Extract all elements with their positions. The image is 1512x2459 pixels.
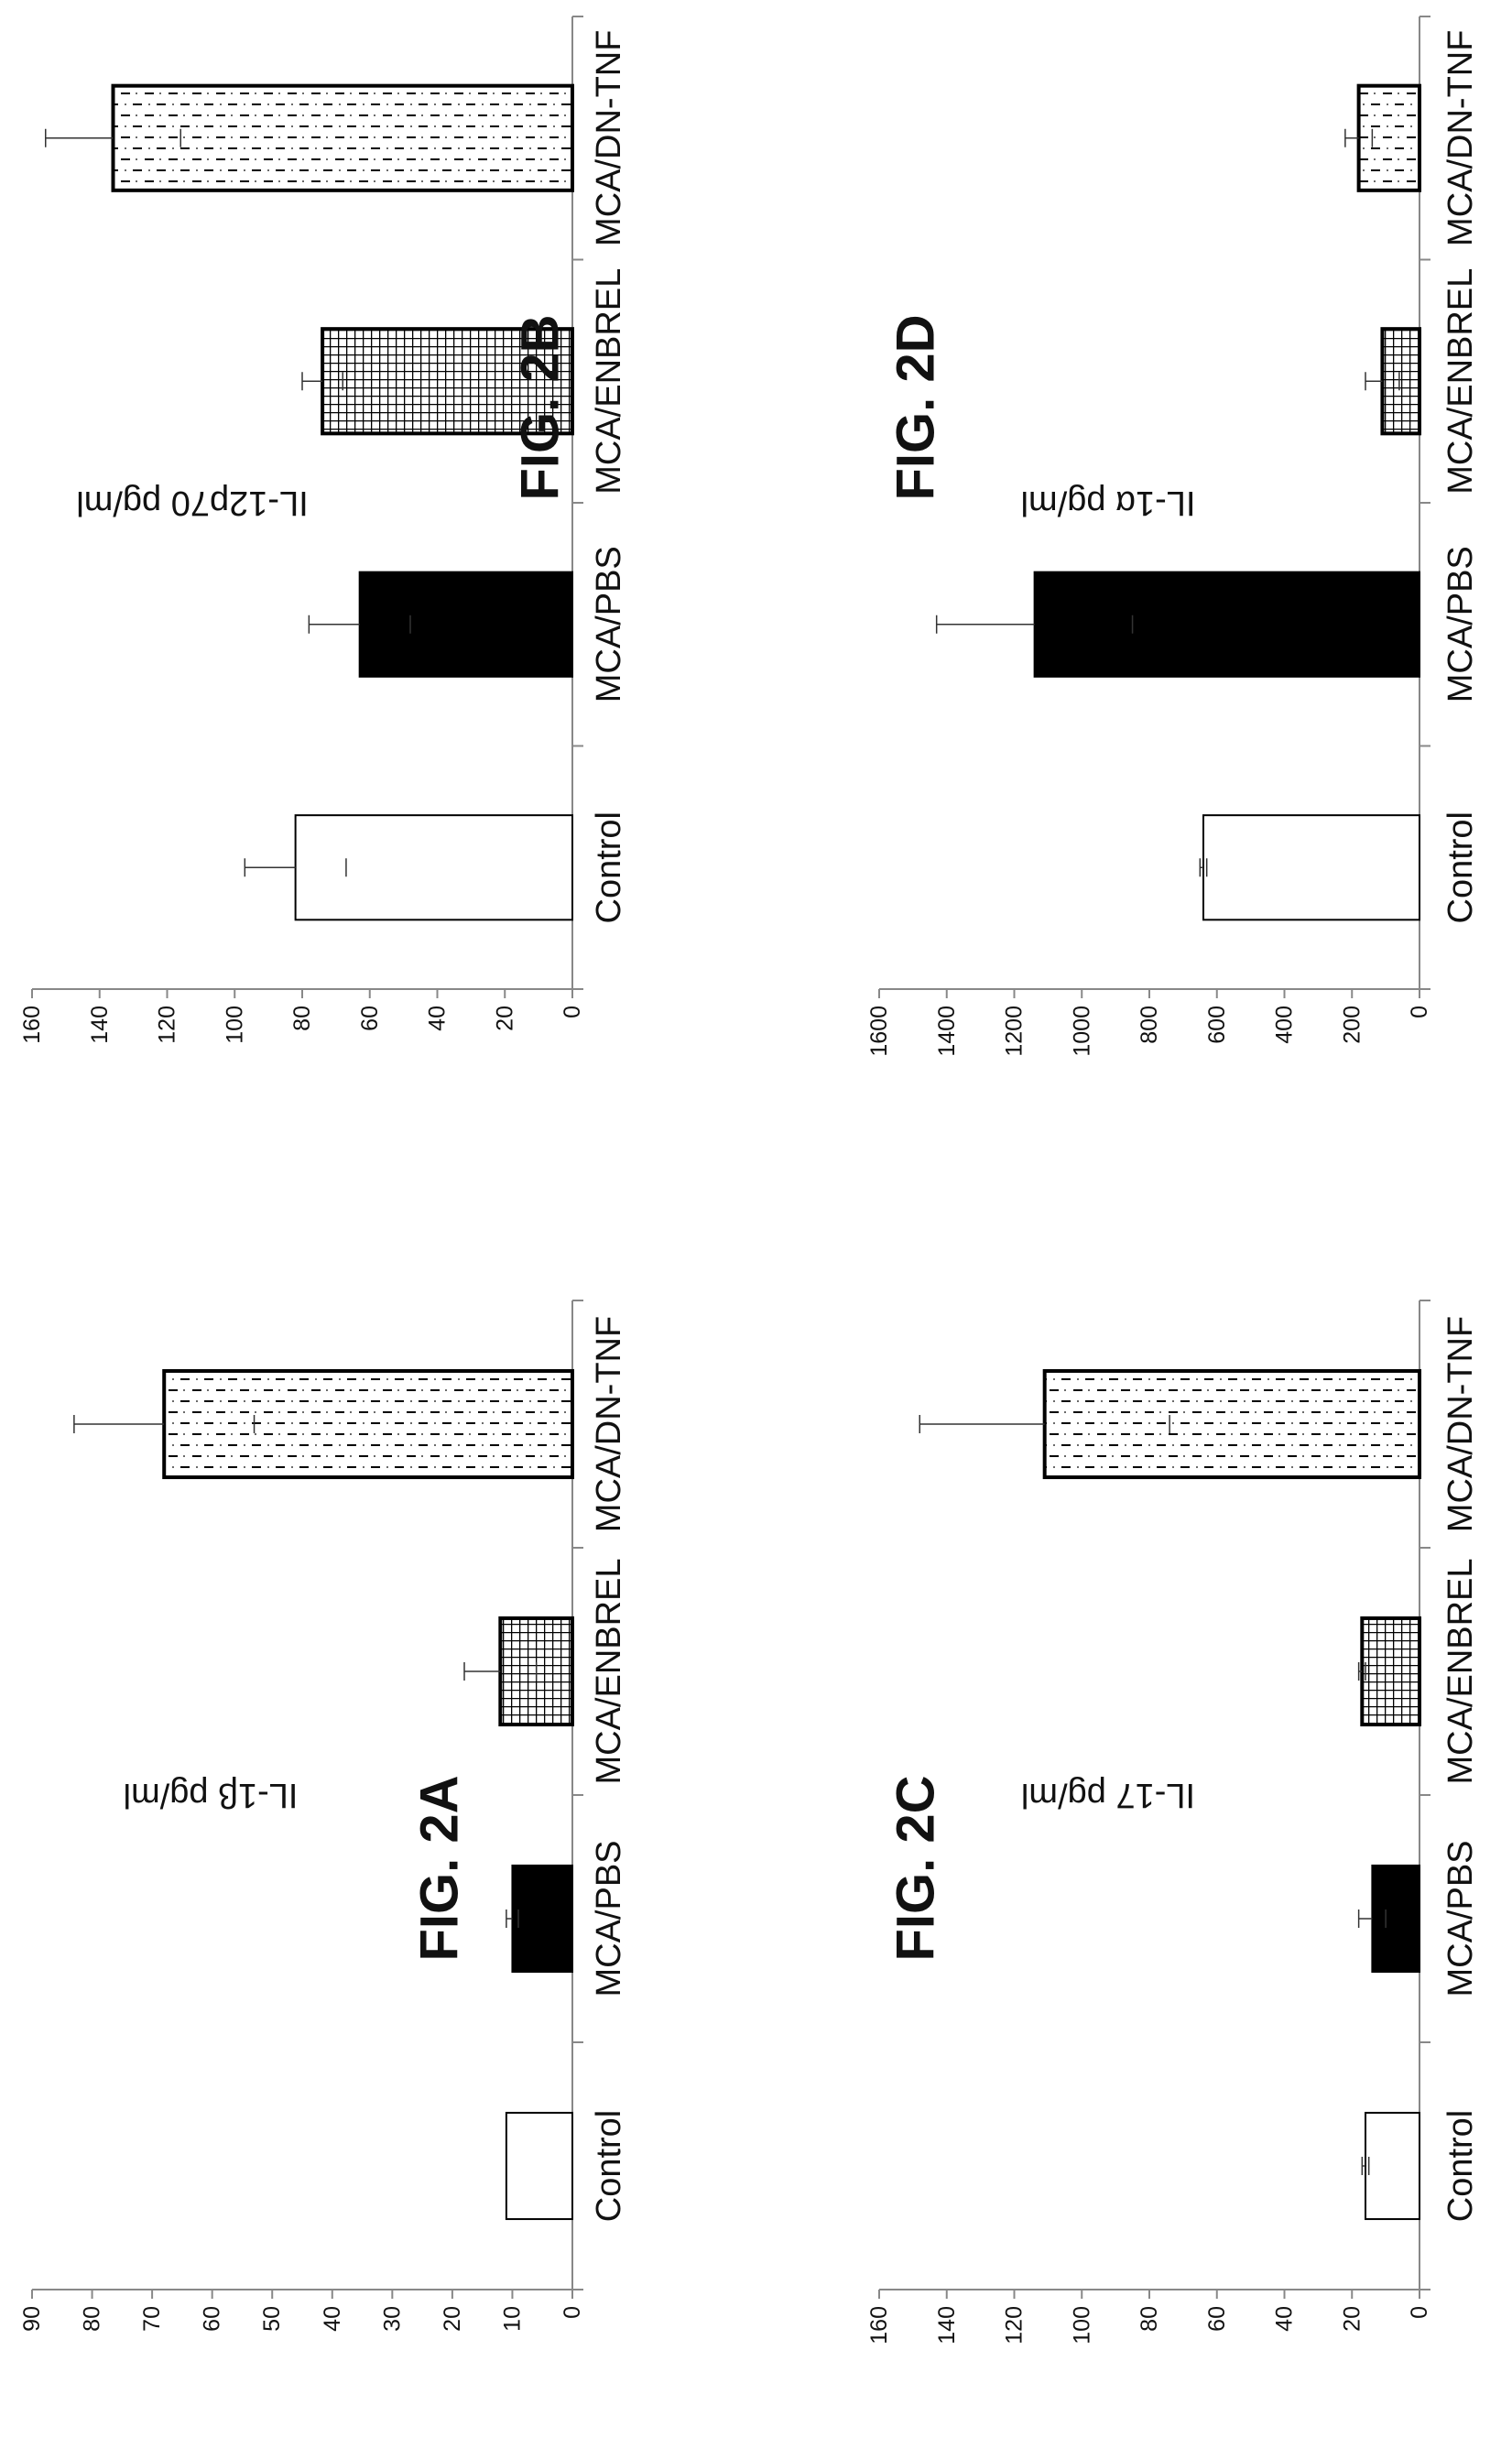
category-label: Control — [1441, 2110, 1480, 2223]
bar-control — [1202, 814, 1420, 921]
figure-title: FIG. 2D — [887, 314, 946, 500]
y-axis-label: IL-1β pg/ml — [124, 1776, 299, 1814]
category-label: MCA/DN-TNF — [1441, 1316, 1480, 1532]
value-tick-label: 0 — [560, 2306, 585, 2319]
category-label: MCA/PBS — [1441, 1840, 1480, 1997]
value-tick-label: 120 — [155, 1006, 180, 1044]
value-tick-label: 80 — [1137, 2306, 1162, 2332]
category-label: MCA/PBS — [1441, 546, 1480, 702]
category-label: MCA/PBS — [590, 546, 628, 702]
bar-mca-pbs — [511, 1864, 574, 1974]
category-label: Control — [590, 2110, 628, 2223]
value-tick-label: 140 — [87, 1006, 113, 1044]
value-tick-label: 80 — [80, 2306, 105, 2332]
value-tick-label: 0 — [1407, 1006, 1432, 1018]
bar-mca-pbs — [1033, 571, 1420, 678]
figure-title: FIG. 2B — [511, 314, 571, 500]
category-label: MCA/DN-TNF — [590, 30, 628, 246]
bar-mca-dn-tnf — [1042, 1368, 1421, 1480]
bar-control — [505, 2111, 574, 2221]
bar-mca-pbs — [1371, 1864, 1420, 1974]
value-tick-label: 10 — [499, 2306, 525, 2332]
category-label: MCA/PBS — [590, 1840, 628, 1997]
value-tick-label: 400 — [1272, 1006, 1298, 1044]
value-tick-label: 1600 — [866, 1006, 892, 1057]
bar-mca-enbrel — [1380, 327, 1421, 436]
category-label: MCA/ENBREL — [1441, 1558, 1480, 1784]
bar-control — [1365, 2111, 1420, 2221]
value-tick-label: 30 — [379, 2306, 405, 2332]
value-tick-label: 100 — [222, 1006, 247, 1044]
value-tick-label: 60 — [357, 1006, 383, 1031]
y-axis-label: IL-12p70 pg/ml — [76, 484, 309, 522]
value-tick-label: 1000 — [1069, 1006, 1094, 1057]
value-tick-label: 1400 — [934, 1006, 960, 1057]
value-tick-label: 160 — [866, 2306, 892, 2345]
bar-mca-dn-tnf — [111, 83, 574, 192]
bar-mca-pbs — [358, 571, 573, 678]
value-tick-label: 80 — [289, 1006, 315, 1031]
value-tick-label: 70 — [139, 2306, 165, 2332]
value-tick-label: 0 — [1407, 2306, 1432, 2319]
value-tick-label: 50 — [259, 2306, 285, 2332]
value-tick-label: 200 — [1339, 1006, 1365, 1044]
value-tick-label: 0 — [560, 1006, 585, 1018]
value-tick-label: 160 — [19, 1006, 45, 1044]
value-tick-label: 60 — [1204, 2306, 1230, 2332]
category-label: MCA/DN-TNF — [590, 1316, 628, 1532]
category-label: MCA/DN-TNF — [1441, 30, 1480, 246]
bar-mca-dn-tnf — [162, 1368, 574, 1480]
category-label: MCA/ENBREL — [590, 268, 628, 495]
category-label: MCA/ENBREL — [590, 1558, 628, 1784]
y-axis-label: IL-17 pg/ml — [1021, 1776, 1195, 1814]
category-label: Control — [590, 811, 628, 924]
bar-mca-enbrel — [321, 327, 574, 436]
panel-2a: 0 10 20 30 40 50 60 70 80 90 Control MCA/PBS MCA/ENB… — [19, 1300, 628, 2332]
bar-mca-dn-tnf — [1356, 83, 1421, 192]
value-tick-label: 90 — [19, 2306, 45, 2332]
value-tick-label: 100 — [1069, 2306, 1094, 2345]
value-tick-label: 600 — [1204, 1006, 1230, 1044]
figure-title: FIG. 2A — [410, 1775, 470, 1961]
bar-mca-enbrel — [1360, 1616, 1421, 1727]
value-tick-label: 800 — [1137, 1006, 1162, 1044]
category-label: MCA/ENBREL — [1441, 268, 1480, 495]
value-tick-label: 20 — [440, 2306, 465, 2332]
value-tick-label: 40 — [425, 1006, 451, 1031]
value-tick-label: 20 — [1339, 2306, 1365, 2332]
value-tick-label: 40 — [320, 2306, 345, 2332]
category-label: Control — [1441, 811, 1480, 924]
value-tick-label: 1200 — [1002, 1006, 1028, 1057]
value-tick-label: 120 — [1002, 2306, 1028, 2345]
value-tick-label: 140 — [934, 2306, 960, 2345]
bar-control — [294, 814, 573, 921]
value-tick-label: 20 — [492, 1006, 517, 1031]
value-tick-label: 60 — [200, 2306, 225, 2332]
panel-2c: 0 20 40 60 80 100 120 140 160 Control MCA/PBS MCA/E… — [866, 1300, 1480, 2345]
panel-2d: 0 200 400 600 800 1000 1200 1400 1600 Control MCA/… — [866, 16, 1480, 1057]
panel-2b: 0 20 40 60 80 100 120 140 160 Control MCA/PBS MCA/E… — [19, 16, 628, 1044]
figure-title: FIG. 2C — [887, 1775, 946, 1961]
value-tick-label: 40 — [1272, 2306, 1298, 2332]
y-axis-label: IL-1α pg/ml — [1021, 484, 1196, 522]
